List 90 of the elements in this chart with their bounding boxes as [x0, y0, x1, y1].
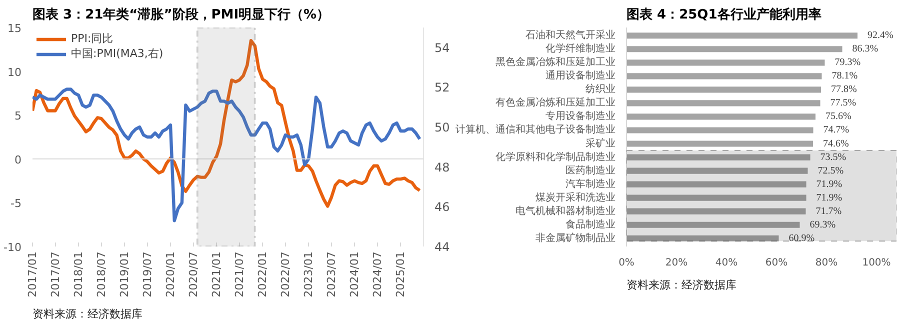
x-tick-label: 2019/01: [118, 251, 131, 298]
y-tick-label: 黑色金属冶炼和压延加工业: [496, 56, 616, 68]
y-tick-label: 煤炭开采和洗选业: [536, 191, 616, 204]
data-label: 74.7%: [823, 124, 850, 136]
data-label: 77.5%: [830, 98, 856, 109]
y-tick-label: 通用设备制造业: [546, 70, 616, 82]
data-label: 69.3%: [810, 219, 836, 230]
y2-tick-label: 48: [434, 160, 450, 174]
bar: [626, 127, 814, 134]
data-label: 75.6%: [826, 111, 852, 122]
bar: [626, 194, 806, 201]
text: 资料来源：经济数据库: [32, 308, 142, 320]
bar: [626, 114, 816, 120]
y-tick-label: 电气机械和器材制造业: [516, 204, 616, 217]
x-tick-label: 2018/01: [72, 251, 85, 298]
x-tick-label: 0%: [618, 258, 634, 268]
y2-tick-label: 50: [434, 120, 450, 135]
y-tick-label: 汽车制造业: [566, 178, 616, 190]
y-tick-label: 10: [8, 66, 22, 79]
y-tick-label: 5: [14, 110, 22, 123]
y-tick-label: 医药制造业: [566, 164, 616, 176]
data-label: 71.9%: [816, 178, 842, 190]
text: 资料来源：经济数据库: [626, 278, 736, 292]
data-label: 74.6%: [823, 138, 849, 150]
x-tick-label: 100%: [862, 258, 891, 268]
data-label: 60.9%: [788, 232, 815, 244]
x-tick-label: 20%: [665, 258, 688, 268]
data-label: 73.5%: [820, 152, 846, 163]
bar: [626, 140, 813, 147]
x-tick-label: 2021/01: [210, 251, 224, 298]
x-tick-label: 80%: [815, 258, 838, 268]
y-tick-label: 化学原料和化学制品制造业: [496, 150, 616, 163]
bar: [626, 154, 810, 160]
bar: [626, 73, 822, 80]
bar: [626, 86, 821, 93]
bar: [626, 46, 842, 52]
x-tick-label: 2022/07: [278, 251, 292, 298]
x-tick-label: 2025/01: [394, 251, 408, 298]
y-tick-label: 采矿业: [586, 137, 616, 150]
x-tick-label: 2019/07: [140, 251, 154, 298]
x-tick-label: 2020/01: [164, 251, 177, 298]
x-tick-label: 2024/07: [371, 251, 384, 298]
line-series: [32, 88, 422, 222]
bar: [626, 208, 806, 214]
x-tick-label: 60%: [765, 258, 788, 268]
y2-tick-label: 54: [434, 40, 450, 55]
bar: [626, 222, 800, 228]
bar: [626, 32, 858, 39]
y-tick-label: 纺织业: [586, 83, 616, 96]
x-tick-label: 2022/01: [256, 251, 270, 298]
y-tick-label: 15: [8, 22, 22, 35]
y2-tick-label: 46: [434, 200, 450, 214]
x-tick-label: 2017/01: [26, 251, 39, 298]
x-tick-label: 2023/07: [324, 251, 338, 298]
data-label: 72.5%: [818, 165, 844, 176]
data-label: 71.9%: [816, 192, 842, 204]
x-tick-label: 40%: [715, 258, 738, 268]
x-tick-label: 2023/01: [302, 251, 316, 298]
data-label: 77.8%: [831, 84, 857, 96]
data-label: 79.3%: [834, 57, 861, 68]
bar: [626, 60, 825, 66]
bar: [626, 100, 820, 106]
data-label: 71.7%: [816, 206, 842, 217]
legend-label: 中国:PMI(MA3,右): [71, 46, 164, 61]
y-tick-label: 有色金属冶炼和压延加工业: [496, 96, 616, 109]
bar: [626, 168, 808, 174]
data-label: 86.3%: [852, 44, 878, 55]
chart-title: 图表 3：21年类“滞胀”阶段，PMI明显下行（%）: [32, 8, 330, 22]
y-tick-label: -10: [4, 241, 22, 254]
y-tick-label: -5: [10, 197, 22, 210]
y-tick-label: 化学纤维制造业: [546, 42, 616, 55]
legend-label: PPI:同比: [71, 31, 114, 46]
y-tick-label: 石油和天然气开采业: [526, 29, 616, 42]
x-tick-label: 2024/01: [348, 251, 362, 298]
data-label: 78.1%: [832, 70, 858, 82]
y-tick-label: 专用设备制造业: [546, 110, 616, 122]
bar: [626, 235, 779, 242]
chart-title: 图表 4：25Q1各行业产能利用率: [626, 6, 822, 22]
y-tick-label: 食品制造业: [566, 218, 616, 230]
data-label: 92.4%: [868, 30, 894, 42]
y2-tick-label: 44: [434, 240, 450, 254]
y2-tick-label: 52: [434, 80, 450, 95]
x-tick-label: 2017/07: [48, 251, 62, 298]
x-tick-label: 2021/07: [232, 251, 246, 298]
y-tick-label: 0: [14, 153, 22, 166]
y-tick-label: 计算机、通信和其他电子设备制造业: [456, 124, 616, 136]
x-tick-label: 2018/07: [94, 251, 108, 298]
x-tick-label: 2020/07: [186, 251, 200, 298]
bar: [626, 181, 806, 188]
y-tick-label: 非金属矿物制品业: [536, 232, 616, 244]
